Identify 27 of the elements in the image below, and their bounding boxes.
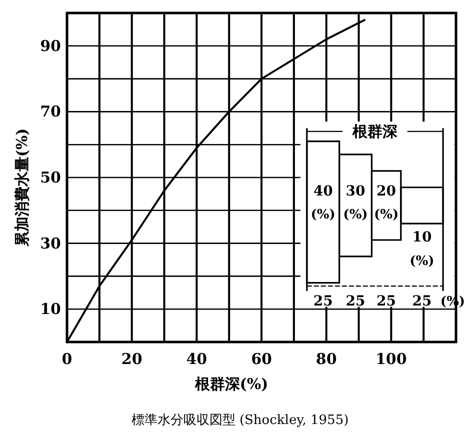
- y-tick-label: 90: [40, 36, 61, 55]
- annotation: 10: [412, 230, 432, 246]
- y-tick-label: 70: [40, 102, 61, 121]
- annotation: (%): [410, 254, 434, 269]
- x-tick-label: 60: [251, 350, 272, 368]
- y-tick-label: 10: [40, 300, 61, 318]
- annotation: (%): [374, 208, 399, 223]
- x-tick-label: 80: [316, 350, 337, 368]
- annotation: 根群深: [351, 122, 398, 140]
- annotation: 25: [412, 294, 432, 310]
- y-axis-title: 累加消費水量(%): [13, 128, 31, 248]
- y-tick-label: 30: [40, 234, 61, 252]
- annotation: 30: [346, 184, 366, 200]
- annotation: 25: [346, 294, 366, 310]
- x-axis-title: 根群深(%): [194, 375, 268, 393]
- x-tick-label: 20: [121, 350, 142, 368]
- y-tick-label: 50: [40, 168, 61, 186]
- annotation: (%): [343, 208, 368, 223]
- annotation: 20: [376, 184, 396, 200]
- x-tick-label: 40: [186, 350, 208, 368]
- x-tick-label: 0: [62, 350, 72, 368]
- x-tick-label: 100: [376, 350, 407, 368]
- annotation: 40: [313, 184, 334, 200]
- annotation: 25: [313, 294, 333, 310]
- annotation: (%): [310, 208, 336, 223]
- text: 標準水分吸収図型 (Shockley, 1955): [131, 413, 349, 428]
- annotation: 25: [376, 294, 396, 310]
